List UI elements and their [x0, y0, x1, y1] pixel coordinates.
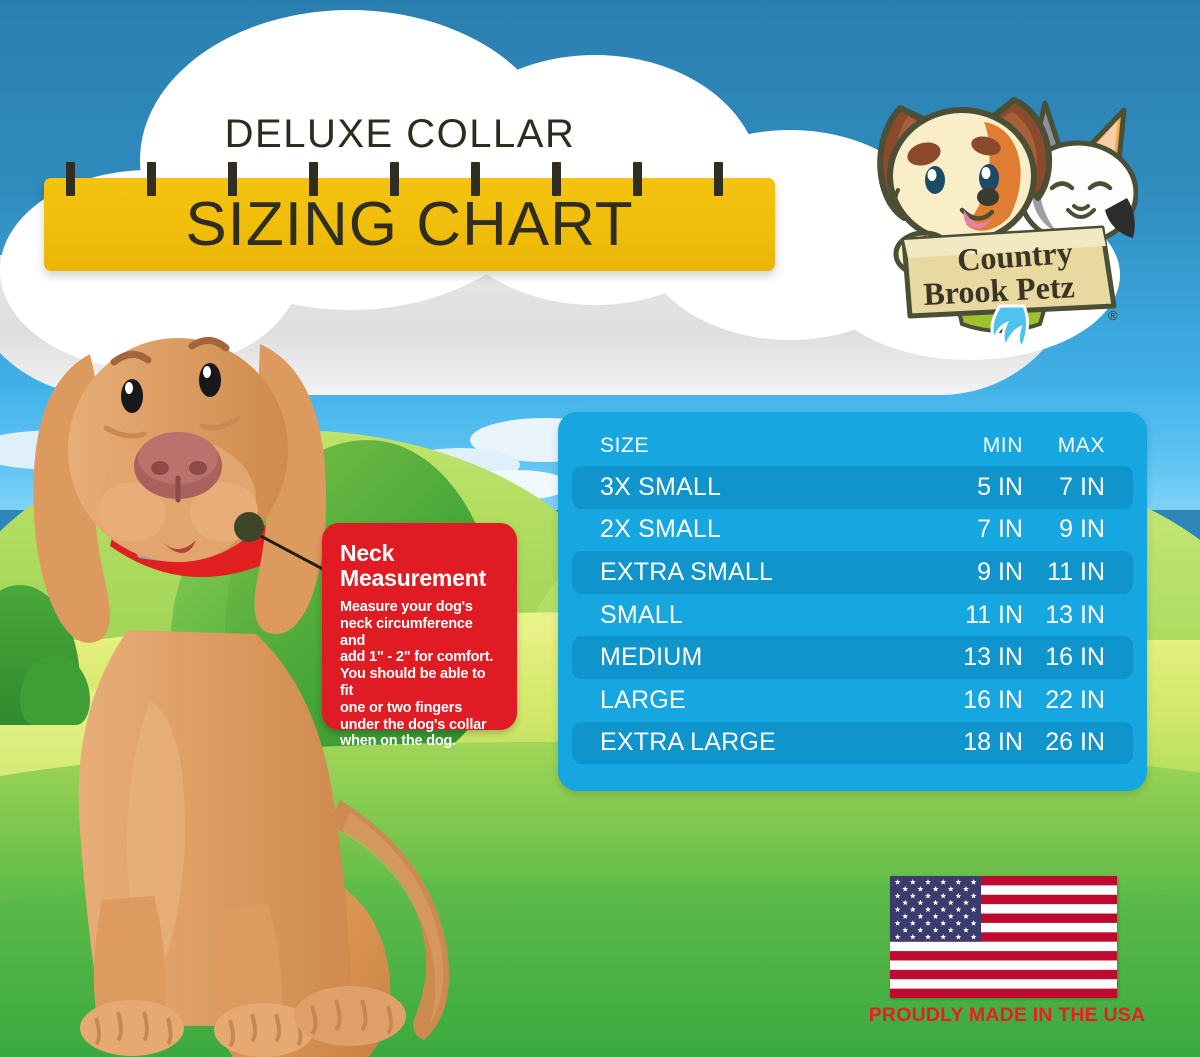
- callout-body-line: You should be able to fit: [340, 666, 486, 699]
- cartoon-dog-illustration: [10, 300, 510, 1057]
- cell-min: 13 IN: [963, 643, 1023, 672]
- table-row: LARGE 16 IN 22 IN: [572, 679, 1133, 722]
- cell-min: 18 IN: [963, 728, 1023, 757]
- callout-body-line: one or two fingers: [340, 699, 463, 716]
- cell-size: EXTRA SMALL: [600, 557, 774, 586]
- callout-body-line: neck circumference and: [340, 615, 473, 649]
- table-header-row: SIZE MIN MAX: [572, 426, 1133, 466]
- cell-size: SMALL: [600, 600, 683, 629]
- tree-left-small: [20, 655, 90, 725]
- ruler-tick: [309, 162, 318, 196]
- cell-min: 7 IN: [977, 515, 1023, 544]
- table-row: 2X SMALL 7 IN 9 IN: [572, 509, 1133, 552]
- cell-min: 9 IN: [977, 557, 1023, 586]
- cell-min: 5 IN: [977, 472, 1023, 501]
- svg-text:Country: Country: [956, 234, 1074, 278]
- callout-body-line: add 1" - 2" for comfort.: [340, 649, 494, 666]
- page-title: SIZING CHART: [185, 190, 634, 259]
- table-row: MEDIUM 13 IN 16 IN: [572, 636, 1133, 679]
- cell-max: 11 IN: [1047, 557, 1105, 586]
- cell-size: EXTRA LARGE: [600, 728, 776, 757]
- callout-pointer-dot: [234, 512, 264, 542]
- svg-text:®: ®: [1108, 308, 1118, 323]
- ruler-tick: [471, 162, 480, 196]
- callout-title: Neck Measurement: [340, 541, 501, 591]
- ruler-tick: [552, 162, 561, 196]
- sizing-table: SIZE MIN MAX 3X SMALL 5 IN 7 IN 2X SMALL 7 I…: [558, 412, 1147, 791]
- ruler-tick: [66, 162, 75, 196]
- callout-body-line: when on the dog.: [340, 733, 457, 750]
- cell-max: 22 IN: [1045, 685, 1105, 714]
- table-row: SMALL 11 IN 13 IN: [572, 594, 1133, 637]
- cell-size: 2X SMALL: [600, 515, 722, 544]
- cell-max: 16 IN: [1045, 643, 1105, 672]
- cell-size: 3X SMALL: [600, 472, 722, 501]
- cell-min: 11 IN: [965, 600, 1023, 629]
- cell-size: LARGE: [600, 685, 686, 714]
- callout-body-line: under the dog's collar: [340, 716, 487, 733]
- callout-body-line: Measure your dog's: [340, 599, 473, 615]
- cell-max: 9 IN: [1059, 515, 1105, 544]
- cell-max: 13 IN: [1045, 600, 1105, 629]
- cell-min: 16 IN: [963, 685, 1023, 714]
- cell-max: 7 IN: [1059, 472, 1105, 501]
- ruler-tick: [714, 162, 723, 196]
- page-subtitle: DELUXE COLLAR: [224, 112, 576, 156]
- svg-text:Brook Petz: Brook Petz: [922, 268, 1075, 312]
- ruler-tick: [228, 162, 237, 196]
- table-row: EXTRA SMALL 9 IN 11 IN: [572, 551, 1133, 594]
- ruler-tick: [633, 162, 642, 196]
- column-header-min: MIN: [982, 434, 1023, 457]
- cell-max: 26 IN: [1045, 728, 1105, 757]
- callout-title-line2: Measurement: [340, 565, 487, 591]
- table-row: EXTRA LARGE 18 IN 26 IN: [572, 721, 1133, 765]
- table-row: 3X SMALL 5 IN 7 IN: [572, 466, 1133, 509]
- usa-flag: [890, 876, 1117, 998]
- ruler-tick: [147, 162, 156, 196]
- ruler-tick: [390, 162, 399, 196]
- country-brook-petz-logo: Country Brook Petz ®: [862, 58, 1139, 351]
- column-header-size: SIZE: [600, 434, 650, 457]
- column-header-max: MAX: [1057, 434, 1105, 457]
- table-body: 3X SMALL 5 IN 7 IN 2X SMALL 7 IN 9 IN EXTRA SM…: [558, 466, 1147, 765]
- ruler-banner: [44, 162, 775, 271]
- cell-size: MEDIUM: [600, 643, 703, 672]
- made-in-usa-label: PROUDLY MADE IN THE USA: [868, 1004, 1146, 1026]
- neck-measurement-callout: Neck Measurement Measure your dog's neck…: [322, 523, 517, 749]
- callout-body: Measure your dog's neck circumference an…: [340, 599, 501, 750]
- callout-title-line1: Neck: [340, 540, 395, 566]
